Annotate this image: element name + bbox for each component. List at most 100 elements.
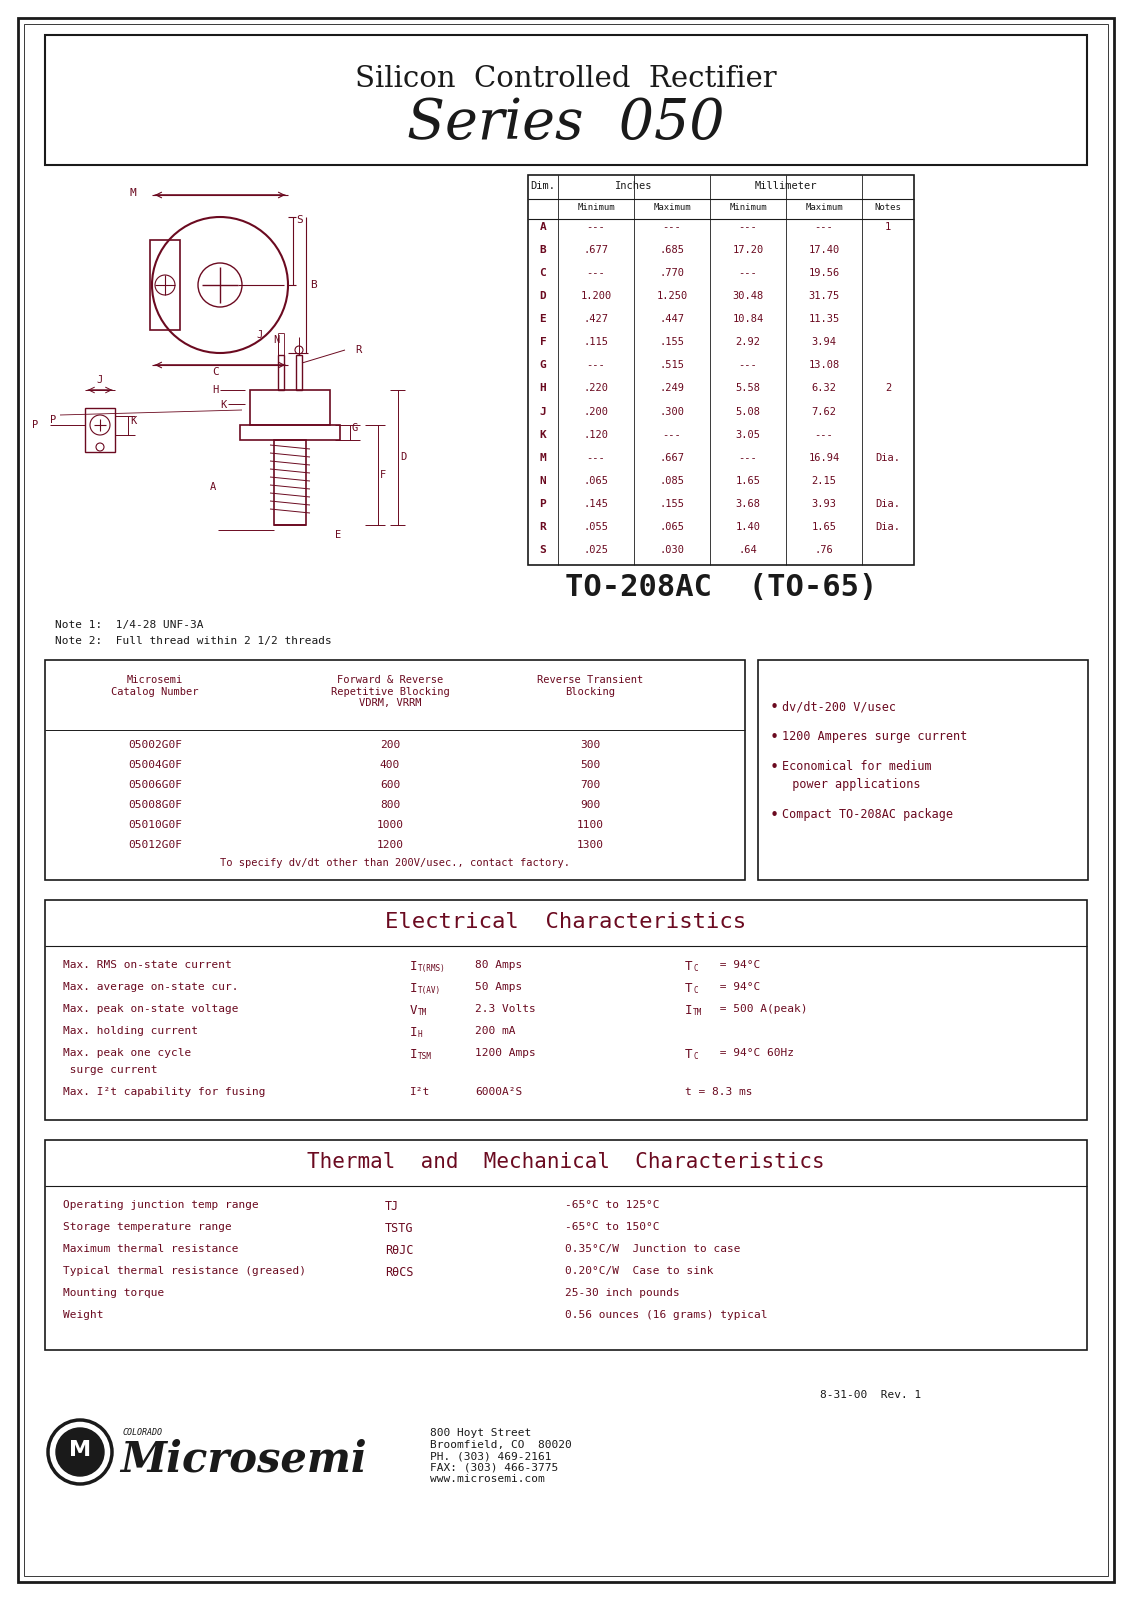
Text: J: J bbox=[540, 406, 547, 416]
Text: M: M bbox=[130, 187, 137, 198]
Bar bbox=[45, 35, 1087, 165]
Text: t = 8.3 ms: t = 8.3 ms bbox=[685, 1086, 753, 1098]
Text: G: G bbox=[540, 360, 547, 371]
Text: J: J bbox=[97, 374, 103, 386]
Text: ---: --- bbox=[586, 269, 606, 278]
Text: Reverse Transient
Blocking: Reverse Transient Blocking bbox=[537, 675, 643, 696]
Text: I: I bbox=[410, 982, 418, 995]
Text: COLORADO: COLORADO bbox=[123, 1427, 163, 1437]
Text: Max. holding current: Max. holding current bbox=[63, 1026, 198, 1037]
Text: = 94°C: = 94°C bbox=[713, 960, 761, 970]
Text: .685: .685 bbox=[660, 245, 685, 254]
Text: power applications: power applications bbox=[778, 778, 920, 790]
Text: .200: .200 bbox=[583, 406, 609, 416]
Text: 05002G0F: 05002G0F bbox=[128, 739, 182, 750]
Text: 1200 Amps: 1200 Amps bbox=[475, 1048, 535, 1058]
Text: 6000A²S: 6000A²S bbox=[475, 1086, 522, 1098]
Text: 2.3 Volts: 2.3 Volts bbox=[475, 1005, 535, 1014]
Text: 400: 400 bbox=[380, 760, 400, 770]
Text: •: • bbox=[770, 701, 779, 715]
Text: Operating junction temp range: Operating junction temp range bbox=[63, 1200, 259, 1210]
Text: -65°C to 125°C: -65°C to 125°C bbox=[565, 1200, 660, 1210]
Text: 900: 900 bbox=[580, 800, 600, 810]
Text: M: M bbox=[69, 1440, 91, 1459]
Text: Note 2:  Full thread within 2 1/2 threads: Note 2: Full thread within 2 1/2 threads bbox=[55, 635, 332, 646]
Text: Inches: Inches bbox=[616, 181, 653, 190]
Text: C: C bbox=[693, 986, 697, 995]
Text: 1.65: 1.65 bbox=[812, 522, 837, 531]
Text: TO-208AC  (TO-65): TO-208AC (TO-65) bbox=[565, 573, 877, 602]
Text: 05006G0F: 05006G0F bbox=[128, 781, 182, 790]
Text: ---: --- bbox=[586, 453, 606, 462]
Text: 8-31-00  Rev. 1: 8-31-00 Rev. 1 bbox=[820, 1390, 921, 1400]
Text: ---: --- bbox=[738, 360, 757, 371]
Text: B: B bbox=[310, 280, 317, 290]
Text: 3.05: 3.05 bbox=[736, 429, 761, 440]
Text: T: T bbox=[685, 960, 693, 973]
Text: J: J bbox=[257, 330, 263, 341]
Text: G: G bbox=[352, 422, 358, 434]
Text: Maximum: Maximum bbox=[653, 203, 691, 211]
Text: .427: .427 bbox=[583, 314, 609, 325]
Text: ---: --- bbox=[586, 360, 606, 371]
Text: I²t: I²t bbox=[410, 1086, 430, 1098]
Text: Forward & Reverse
Repetitive Blocking
VDRM, VRRM: Forward & Reverse Repetitive Blocking VD… bbox=[331, 675, 449, 709]
Bar bbox=[151, 240, 180, 330]
Text: 800 Hoyt Street
Broomfield, CO  80020
PH. (303) 469-2161
FAX: (303) 466-3775
www: 800 Hoyt Street Broomfield, CO 80020 PH.… bbox=[430, 1427, 572, 1485]
Text: 0.35°C/W  Junction to case: 0.35°C/W Junction to case bbox=[565, 1245, 740, 1254]
Text: C: C bbox=[693, 963, 697, 973]
Text: H: H bbox=[540, 384, 547, 394]
Text: K: K bbox=[220, 400, 226, 410]
Text: .065: .065 bbox=[583, 475, 609, 486]
Text: .770: .770 bbox=[660, 269, 685, 278]
Text: T(RMS): T(RMS) bbox=[418, 963, 446, 973]
Text: Typical thermal resistance (greased): Typical thermal resistance (greased) bbox=[63, 1266, 306, 1277]
Text: RθJC: RθJC bbox=[385, 1245, 413, 1258]
Text: 30.48: 30.48 bbox=[732, 291, 764, 301]
Text: H: H bbox=[418, 1030, 422, 1038]
Text: 1200 Amperes surge current: 1200 Amperes surge current bbox=[782, 730, 967, 742]
Text: 1.200: 1.200 bbox=[581, 291, 611, 301]
Text: 1.40: 1.40 bbox=[736, 522, 761, 531]
Text: = 500 A(peak): = 500 A(peak) bbox=[713, 1005, 807, 1014]
Bar bbox=[528, 174, 914, 565]
Text: 1.65: 1.65 bbox=[736, 475, 761, 486]
Text: .300: .300 bbox=[660, 406, 685, 416]
Text: Note 1:  1/4-28 UNF-3A: Note 1: 1/4-28 UNF-3A bbox=[55, 619, 204, 630]
Text: .76: .76 bbox=[815, 546, 833, 555]
Text: D: D bbox=[400, 451, 406, 462]
Text: P: P bbox=[50, 414, 57, 426]
Text: .145: .145 bbox=[583, 499, 609, 509]
Text: .249: .249 bbox=[660, 384, 685, 394]
Bar bbox=[758, 659, 1088, 880]
Text: Max. average on-state cur.: Max. average on-state cur. bbox=[63, 982, 239, 992]
Text: P: P bbox=[32, 419, 38, 430]
Bar bbox=[45, 1139, 1087, 1350]
Text: .447: .447 bbox=[660, 314, 685, 325]
Bar bbox=[85, 408, 115, 451]
Text: .155: .155 bbox=[660, 499, 685, 509]
Text: .155: .155 bbox=[660, 338, 685, 347]
Text: dv/dt-200 V/usec: dv/dt-200 V/usec bbox=[782, 701, 897, 714]
Text: P: P bbox=[540, 499, 547, 509]
Text: .515: .515 bbox=[660, 360, 685, 371]
Text: Maximum: Maximum bbox=[805, 203, 843, 211]
Text: .065: .065 bbox=[660, 522, 685, 531]
Text: 31.75: 31.75 bbox=[808, 291, 840, 301]
Text: 1200: 1200 bbox=[377, 840, 403, 850]
Text: .667: .667 bbox=[660, 453, 685, 462]
Text: C: C bbox=[693, 1053, 697, 1061]
Text: Dia.: Dia. bbox=[875, 499, 900, 509]
Text: E: E bbox=[540, 314, 547, 325]
Text: Thermal  and  Mechanical  Characteristics: Thermal and Mechanical Characteristics bbox=[307, 1152, 825, 1171]
Text: Dia.: Dia. bbox=[875, 522, 900, 531]
Text: R: R bbox=[355, 346, 361, 355]
Text: .220: .220 bbox=[583, 384, 609, 394]
Text: •: • bbox=[770, 760, 779, 774]
Text: Mounting torque: Mounting torque bbox=[63, 1288, 164, 1298]
Circle shape bbox=[55, 1427, 104, 1475]
Text: surge current: surge current bbox=[63, 1066, 157, 1075]
Text: A: A bbox=[211, 482, 216, 493]
Text: 6.32: 6.32 bbox=[812, 384, 837, 394]
Text: I: I bbox=[410, 1026, 418, 1038]
